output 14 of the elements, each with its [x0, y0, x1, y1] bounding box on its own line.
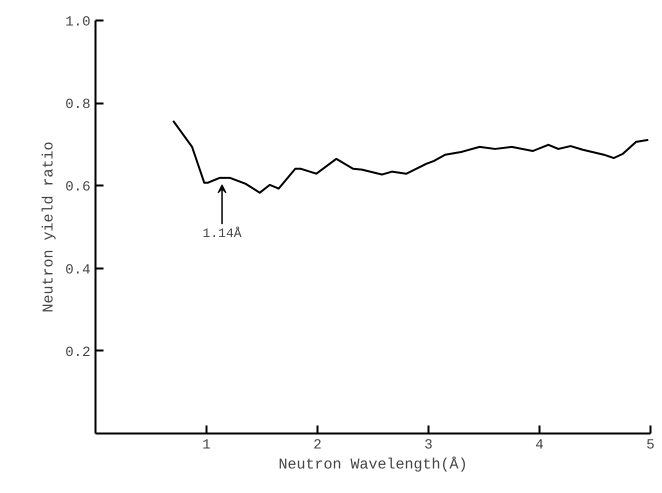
x-axis-title: Neutron Wavelength(Å) [278, 456, 468, 474]
x-tick-label: 4 [535, 438, 544, 454]
x-tick-label: 3 [424, 438, 433, 454]
annotation: 1.14Å [202, 226, 242, 242]
y-tick-label: 1.0 [65, 14, 91, 30]
x-tick-label: 2 [313, 438, 322, 454]
y-tick-label: 0.8 [65, 97, 91, 114]
line-series [172, 120, 650, 194]
y-tick-label: 0.6 [65, 180, 91, 196]
x-tick-label: 5 [646, 438, 655, 454]
y-tick-label: 0.2 [65, 344, 91, 361]
x-tick-label: 1 [202, 438, 211, 454]
y-axis-title: Neutron yield ratio [40, 141, 58, 313]
y-tick-label: 0.4 [65, 262, 91, 278]
